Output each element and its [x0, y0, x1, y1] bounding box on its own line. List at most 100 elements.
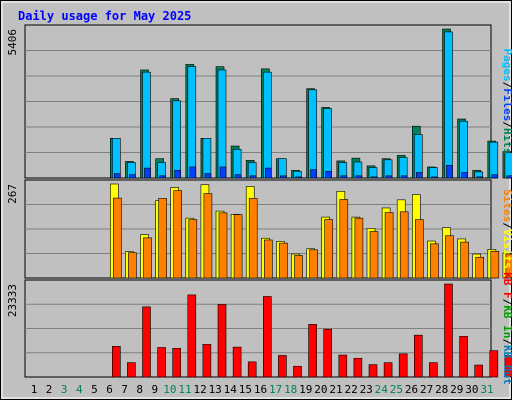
bar-files-day-30 — [506, 175, 512, 179]
bar-kbf-day-18 — [323, 328, 333, 378]
legend: Sites/Visits — [501, 189, 512, 269]
day-label-20: 20 — [314, 383, 327, 396]
bar-sites-day-4 — [113, 197, 122, 279]
day-label-16: 16 — [254, 383, 267, 396]
day-label-26: 26 — [405, 383, 418, 396]
chart-panels: 5406 267 23333 Pages/Files/Hits Sites/Visits… — [6, 24, 512, 385]
bar-files-day-19 — [340, 175, 348, 179]
bar-sites-day-6 — [143, 237, 152, 279]
bar-pages-day-17 — [308, 89, 317, 179]
bar-sites-day-8 — [173, 190, 182, 279]
bar-files-day-5 — [129, 174, 136, 179]
bar-files-day-20 — [355, 175, 363, 179]
bar-pages-day-18 — [323, 108, 333, 179]
bar-pages-day-29 — [489, 141, 499, 179]
bar-kbf-day-23 — [398, 353, 408, 378]
bar-files-day-17 — [310, 169, 317, 179]
bar-kbf-day-28 — [474, 364, 484, 378]
day-label-24: 24 — [375, 383, 389, 396]
bar-pages-day-21 — [368, 167, 378, 179]
bar-sites-day-10 — [203, 193, 213, 279]
bar-kbf-day-10 — [202, 344, 212, 378]
bar-sites-day-9 — [188, 219, 198, 279]
bar-files-day-28 — [476, 176, 484, 179]
bar-kbf-day-15 — [278, 355, 287, 378]
bar-pages-day-23 — [398, 157, 408, 179]
bar-files-day-11 — [219, 166, 227, 179]
bar-kbf-day-30 — [504, 355, 512, 378]
bar-pages-day-24 — [413, 134, 423, 179]
day-label-3: 3 — [61, 383, 68, 396]
bar-files-day-12 — [234, 174, 242, 179]
bar-pages-day-10 — [202, 138, 212, 179]
bar-sites-day-15 — [279, 242, 288, 279]
bar-kbf-day-22 — [383, 362, 393, 378]
visits-sites-max-label: 267 — [6, 184, 19, 204]
bar-sites-day-22 — [384, 212, 394, 279]
bar-pages-day-9 — [187, 66, 197, 179]
day-label-2: 2 — [46, 383, 53, 396]
day-label-17: 17 — [269, 383, 282, 396]
bar-kbf-day-20 — [353, 357, 363, 378]
bar-files-day-27 — [461, 172, 468, 179]
bar-sites-day-27 — [460, 241, 469, 279]
bar-files-day-29 — [491, 174, 499, 179]
bar-files-day-25 — [431, 176, 438, 179]
bar-kbf-day-6 — [142, 306, 151, 378]
day-label-31: 31 — [480, 383, 493, 396]
day-label-7: 7 — [121, 383, 128, 396]
bar-sites-day-26 — [445, 235, 454, 279]
bar-kbf-day-14 — [262, 296, 272, 378]
bar-sites-day-23 — [399, 211, 409, 279]
bar-kbf-day-17 — [308, 324, 317, 378]
bar-files-day-7 — [159, 175, 166, 179]
day-label-1: 1 — [31, 383, 38, 396]
legend-kbf: KB F — [501, 272, 512, 299]
bar-kbf-day-7 — [157, 347, 166, 378]
hits-files-pages-max-label: 5406 — [6, 29, 19, 56]
bar-files-day-6 — [144, 167, 151, 179]
bar-pages-day-27 — [459, 120, 468, 179]
bar-sites-day-30 — [505, 253, 512, 279]
bar-pages-day-6 — [142, 71, 151, 179]
bar-pages-day-30 — [504, 152, 512, 179]
chart-title: Daily usage for May 2025 — [18, 9, 191, 23]
day-label-10: 10 — [163, 383, 176, 396]
x-axis-day-labels: 1 2 3 4 5 6 7 8 9 10 11 12 13 14 15 16 17 18 19 20 21 22 23 24 2… — [31, 383, 494, 396]
bar-files-day-15 — [280, 175, 287, 179]
legend-visits: Visits — [501, 229, 512, 269]
bar-pages-day-25 — [429, 167, 438, 179]
bar-sites-day-14 — [263, 239, 273, 279]
bar-files-day-13 — [249, 175, 257, 179]
bar-kbf-day-16 — [293, 365, 302, 378]
bar-sites-day-19 — [339, 199, 349, 279]
day-label-13: 13 — [209, 383, 222, 396]
bar-pages-day-4 — [112, 138, 121, 179]
bar-pages-day-8 — [172, 100, 181, 179]
day-label-28: 28 — [435, 383, 448, 396]
bar-kbf-day-24 — [413, 334, 423, 378]
bar-sites-day-17 — [309, 249, 318, 279]
bar-files-day-8 — [174, 169, 181, 179]
bar-files-day-24 — [415, 172, 423, 179]
bar-kbf-day-25 — [429, 362, 438, 378]
bar-kbf-day-26 — [444, 283, 453, 378]
day-label-4: 4 — [76, 383, 83, 396]
bar-kbf-day-8 — [172, 348, 181, 378]
day-label-15: 15 — [239, 383, 252, 396]
bar-kbf-day-12 — [232, 346, 242, 378]
legend-files: Files — [501, 88, 512, 121]
bar-pages-day-15 — [278, 158, 287, 179]
bar-kbf-day-19 — [338, 354, 348, 378]
bar-files-day-18 — [325, 171, 333, 179]
bar-sites-day-18 — [324, 219, 334, 279]
day-label-19: 19 — [299, 383, 312, 396]
legend-kbout: KB Out — [501, 345, 512, 385]
day-label-25: 25 — [390, 383, 403, 396]
legend-sites: Sites — [501, 189, 512, 222]
bar-sites-day-11 — [218, 212, 228, 279]
day-label-9: 9 — [151, 383, 158, 396]
bar-sites-day-21 — [369, 231, 379, 279]
